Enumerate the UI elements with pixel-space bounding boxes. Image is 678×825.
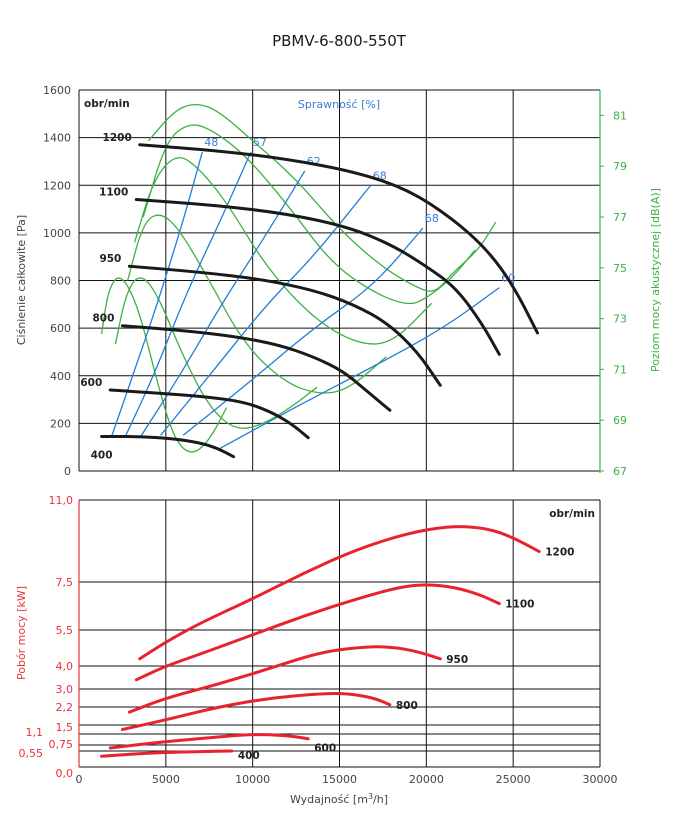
x-axis-label-sup: 3 [368, 792, 373, 801]
noise-tick-label: 77 [613, 211, 627, 224]
power-tick-label: 3,0 [56, 683, 74, 696]
power-curve-label: 800 [396, 700, 418, 712]
power-tick-label: 5,5 [56, 624, 74, 637]
noise-tick-label: 71 [613, 363, 627, 376]
power-curve-1100 [134, 583, 501, 682]
pressure-curve-800 [120, 324, 392, 412]
noise-tick-label: 81 [613, 109, 627, 122]
power-curve-950 [127, 645, 442, 714]
y-tick-label: 400 [50, 370, 71, 383]
efficiency-curve-68 [182, 227, 424, 436]
power-axis-label: Pobór mocy [kW] [15, 586, 28, 680]
pressure-curve-label: 600 [80, 377, 102, 389]
efficiency-label: 57 [253, 136, 267, 149]
power-curve-400 [100, 749, 234, 758]
noise-curve-1100 [142, 124, 476, 305]
x-tick-label: 0 [76, 773, 83, 786]
pressure-curve-600 [108, 388, 310, 440]
x-axis-label-main: Wydajność [m [290, 793, 368, 806]
pressure-curve-1200 [138, 143, 539, 335]
noise-curve-1200 [147, 103, 497, 292]
power-labels: 1200 1100 950 800 600 400 [238, 547, 575, 762]
power-curve-1200 [138, 525, 541, 661]
power-tick-label: 2,2 [56, 701, 74, 714]
power-tick-label: 1,1 [26, 726, 44, 739]
noise-curve-800 [126, 214, 387, 394]
efficiency-curve-68 [160, 184, 372, 436]
efficiency-label: 68 [425, 212, 439, 225]
pressure-curve-label: 1200 [103, 132, 132, 144]
y-tick-label: 200 [50, 417, 71, 430]
power-tick-label: 11,0 [49, 494, 74, 507]
power-tick-label: 0,0 [56, 767, 74, 780]
efficiency-curve-48 [111, 151, 203, 436]
noise-curve-600 [114, 277, 318, 429]
x-tick-label: 25000 [496, 773, 531, 786]
chart-title: PBMV-6-800-550T [272, 32, 407, 50]
pressure-axis-label: Ciśnienie całkowite [Pa] [15, 215, 28, 345]
y-tick-label: 1600 [43, 84, 71, 97]
pressure-curve-1100 [134, 198, 501, 356]
x-tick-label: 20000 [409, 773, 444, 786]
power-curve-label: 400 [238, 750, 260, 762]
y-tick-label: 600 [50, 322, 71, 335]
power-tick-label: 0,55 [19, 747, 44, 760]
pressure-curve-label: 400 [91, 449, 113, 461]
power-tick-label: 1,5 [56, 721, 74, 734]
noise-tick-label: 69 [613, 414, 627, 427]
power-tick-label: 0,75 [49, 738, 74, 751]
noise-axis-label: Poziom mocy akustycznej [dB(A)] [649, 188, 662, 372]
noise-tick-label: 79 [613, 160, 627, 173]
y-tick-label: 800 [50, 275, 71, 288]
power-curve-label: 1100 [505, 599, 534, 611]
lower-speed-unit-label: obr/min [549, 508, 595, 520]
efficiency-curve-60 [217, 287, 500, 451]
x-tick-label: 30000 [583, 773, 618, 786]
pressure-curve-label: 950 [99, 253, 121, 265]
upper-speed-unit-label: obr/min [84, 98, 130, 110]
y-tick-label: 1000 [43, 227, 71, 240]
power-curve-label: 600 [314, 743, 336, 755]
power-curve-label: 1200 [545, 547, 574, 559]
power-curve-label: 950 [446, 654, 468, 666]
y-tick-label: 1400 [43, 132, 71, 145]
y-tick-label: 1200 [43, 179, 71, 192]
x-axis-label: Wydajność [m3/h] [290, 792, 388, 806]
x-tick-label: 15000 [322, 773, 357, 786]
pressure-curve-950 [127, 264, 442, 387]
efficiency-label: 48 [204, 136, 218, 149]
noise-curve-950 [133, 157, 433, 345]
noise-tick-label: 67 [613, 465, 627, 478]
noise-curves [100, 103, 497, 453]
noise-tick-label: 75 [613, 262, 627, 275]
power-tick-label: 4,0 [56, 660, 74, 673]
pressure-curve-label: 800 [92, 313, 114, 325]
x-tick-label: 10000 [235, 773, 270, 786]
power-tick-label: 7,5 [56, 576, 74, 589]
pressure-curve-400 [100, 434, 236, 459]
noise-curve-400 [100, 277, 228, 453]
power-curve-800 [120, 691, 392, 731]
power-grid: 0 5000 10000 15000 20000 25000 30000 0,0 0,55 0,7… [19, 494, 618, 786]
x-axis-label-end: /h] [373, 793, 388, 806]
power-curves [100, 525, 541, 758]
efficiency-title: Sprawność [%] [298, 98, 380, 111]
pressure-labels: 1200 1100 950 800 600 400 [80, 132, 131, 462]
pressure-curves [100, 143, 539, 459]
power-curve-600 [108, 733, 310, 750]
pressure-curve-label: 1100 [99, 187, 128, 199]
efficiency-curve-62 [140, 170, 306, 436]
y-tick-label: 0 [64, 465, 71, 478]
noise-tick-label: 73 [613, 313, 627, 326]
x-tick-label: 5000 [152, 773, 180, 786]
